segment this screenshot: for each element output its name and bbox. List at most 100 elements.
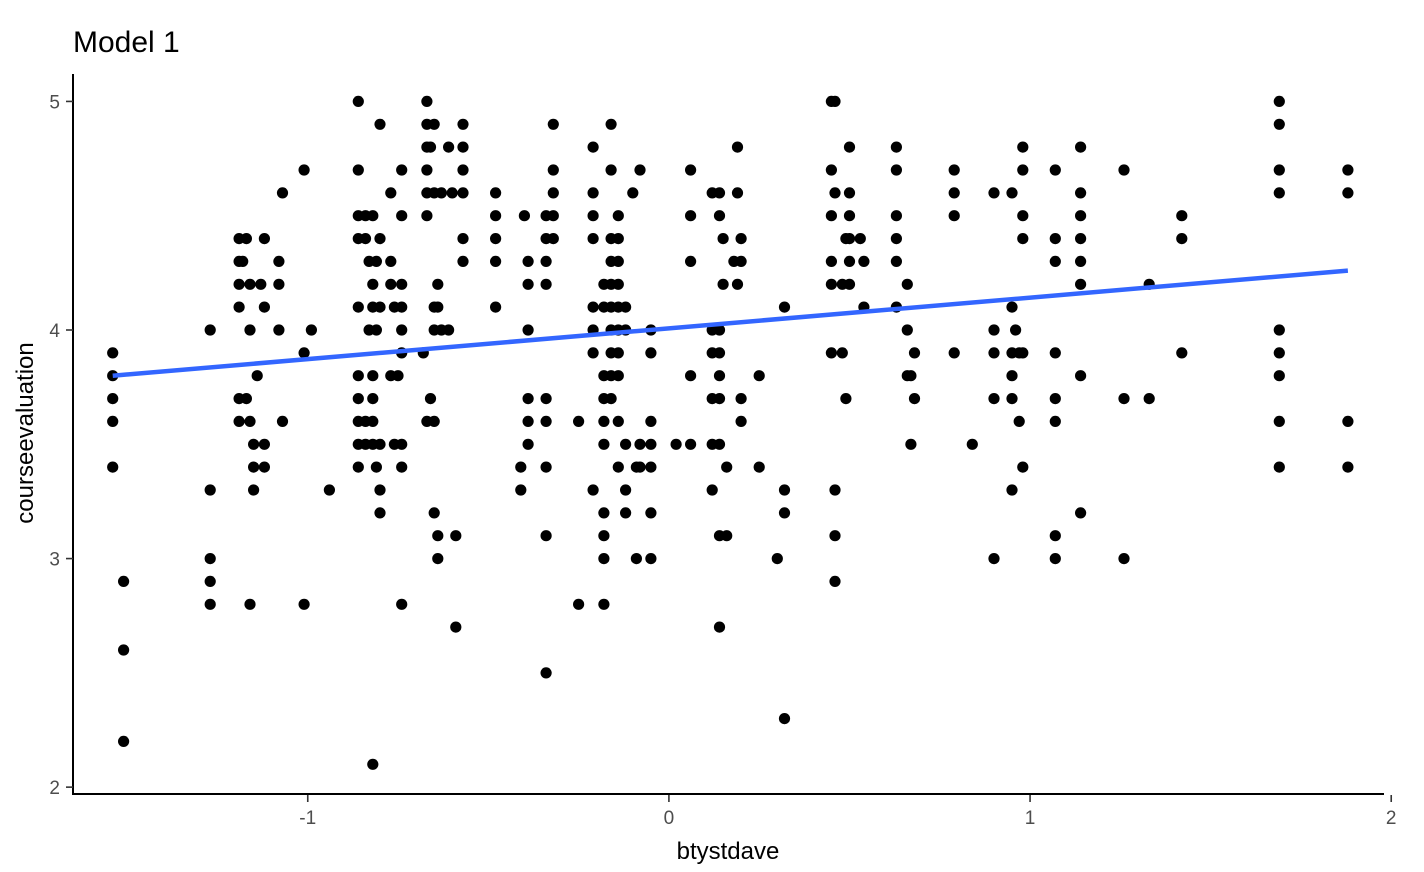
data-point: [645, 347, 657, 359]
data-point: [598, 415, 610, 427]
data-point: [547, 233, 559, 245]
data-point: [522, 324, 534, 336]
data-point: [645, 507, 657, 519]
y-tick-label: 3: [49, 550, 60, 571]
data-point: [547, 210, 559, 222]
data-point: [204, 484, 216, 496]
data-point: [374, 507, 386, 519]
data-point: [612, 210, 624, 222]
y-axis-ticks: 2 3 4 5: [49, 92, 73, 799]
data-point: [905, 370, 917, 382]
data-point: [204, 324, 216, 336]
y-tick-label: 4: [49, 321, 60, 342]
data-point: [685, 255, 697, 267]
data-point: [457, 255, 469, 267]
data-point: [843, 210, 856, 222]
data-point: [908, 393, 921, 405]
data-point: [298, 347, 310, 359]
data-point: [1017, 233, 1029, 245]
data-point: [1049, 255, 1061, 267]
data-point: [276, 415, 289, 427]
data-point: [450, 621, 462, 633]
data-point: [432, 553, 444, 565]
data-point: [840, 393, 852, 405]
data-point: [255, 278, 267, 290]
data-point: [1075, 233, 1087, 245]
data-point: [713, 621, 726, 633]
data-point: [421, 95, 433, 107]
data-point: [948, 210, 960, 222]
data-point: [598, 438, 610, 450]
data-point: [1273, 118, 1285, 130]
data-point: [367, 415, 379, 427]
data-point: [645, 461, 657, 473]
data-point: [598, 507, 610, 519]
data-point: [966, 438, 978, 450]
data-point: [721, 530, 733, 542]
data-point: [988, 324, 1000, 336]
data-point: [1143, 393, 1155, 405]
data-point: [713, 210, 726, 222]
data-point: [424, 141, 437, 153]
data-point: [237, 255, 249, 267]
data-point: [396, 278, 408, 290]
data-point: [598, 598, 610, 610]
data-point: [540, 255, 552, 267]
data-point: [1049, 164, 1061, 176]
data-point: [1075, 370, 1087, 382]
data-point: [587, 484, 599, 496]
data-point: [276, 187, 289, 199]
data-point: [258, 461, 270, 473]
data-point: [735, 393, 747, 405]
data-point: [731, 187, 744, 199]
data-point: [627, 187, 639, 199]
data-point: [540, 393, 552, 405]
data-point: [518, 210, 531, 222]
x-tick-label: -1: [299, 808, 316, 829]
data-point: [446, 187, 458, 199]
data-point: [573, 598, 585, 610]
data-point: [432, 301, 444, 313]
data-point: [248, 484, 260, 496]
data-point: [435, 187, 447, 199]
data-point: [685, 370, 697, 382]
data-point: [825, 347, 838, 359]
data-point: [396, 301, 408, 313]
data-point: [685, 164, 697, 176]
data-point: [363, 324, 375, 336]
data-point: [620, 484, 632, 496]
data-point: [522, 278, 534, 290]
data-point: [359, 233, 372, 245]
data-point: [432, 278, 444, 290]
data-point: [374, 484, 386, 496]
data-point: [612, 233, 624, 245]
data-point: [107, 461, 119, 473]
data-point: [735, 415, 747, 427]
data-point: [107, 415, 119, 427]
data-point: [204, 575, 216, 588]
data-point: [385, 187, 397, 199]
data-point: [713, 187, 726, 199]
data-point: [367, 278, 379, 290]
data-point: [374, 301, 386, 313]
data-point: [587, 347, 599, 359]
data-point: [843, 233, 856, 245]
data-point: [428, 415, 440, 427]
data-point: [948, 164, 960, 176]
data-point: [1017, 141, 1029, 153]
data-point: [988, 553, 1000, 565]
data-point: [352, 393, 364, 405]
data-point: [620, 507, 632, 519]
data-point: [901, 278, 913, 290]
data-point: [890, 233, 903, 245]
data-point: [490, 301, 502, 313]
data-point: [598, 553, 610, 565]
data-point: [843, 187, 856, 199]
data-point: [1075, 255, 1087, 267]
data-point: [244, 278, 256, 290]
data-point: [540, 461, 552, 473]
data-point: [1049, 530, 1061, 542]
data-point: [825, 278, 838, 290]
data-point: [598, 530, 610, 542]
data-point: [1006, 187, 1018, 199]
